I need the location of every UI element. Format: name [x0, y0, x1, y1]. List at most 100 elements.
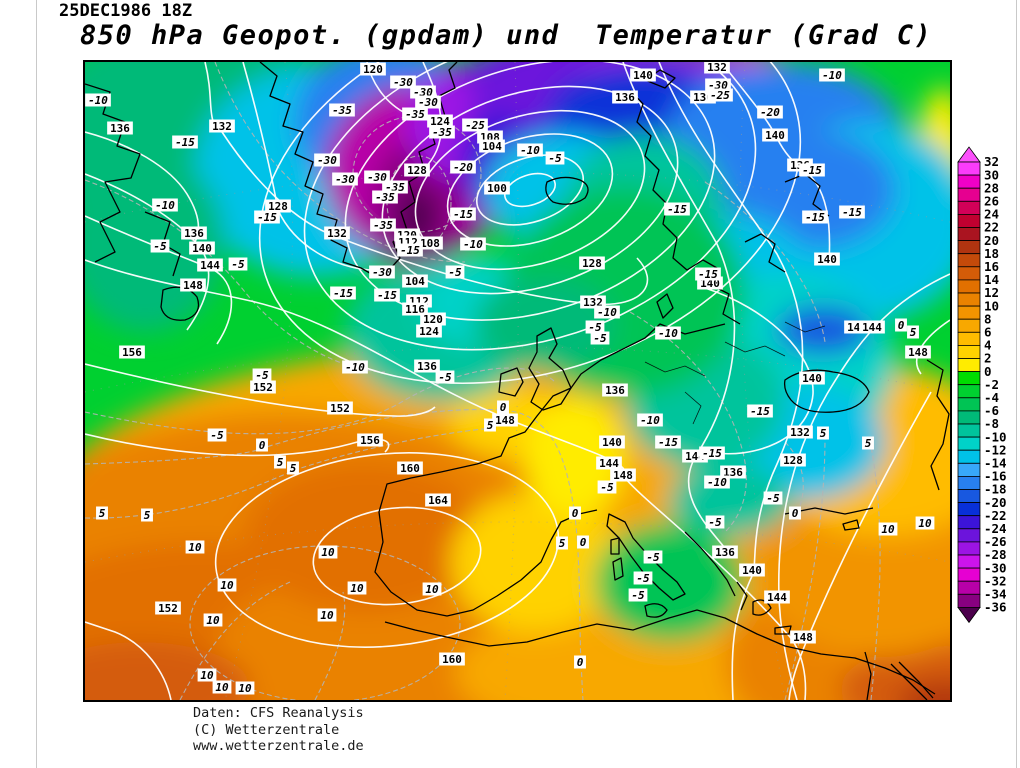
- geopotential-label: 128: [579, 256, 605, 270]
- svg-text:-15: -15: [805, 211, 825, 224]
- colorbar-tick-label: 6: [984, 325, 992, 340]
- svg-text:10: 10: [188, 541, 202, 554]
- temperature-label: -30: [332, 172, 358, 186]
- geopotential-label: 156: [119, 345, 145, 359]
- svg-text:-20: -20: [760, 106, 780, 119]
- temperature-label: 10: [235, 681, 255, 695]
- colorbar-band: [957, 423, 981, 438]
- svg-text:-10: -10: [658, 327, 678, 340]
- temperature-label: -15: [374, 288, 400, 302]
- temperature-label: -15: [330, 286, 356, 300]
- geopotential-label: 144: [197, 258, 223, 272]
- svg-text:-5: -5: [255, 369, 269, 382]
- svg-text:140: 140: [633, 69, 653, 82]
- svg-text:160: 160: [400, 462, 420, 475]
- temperature-label: -5: [150, 239, 170, 253]
- colorbar-tick-label: -20: [984, 495, 1007, 510]
- colorbar-tick-label: -14: [984, 456, 1007, 471]
- colorbar-tick-label: -12: [984, 442, 1007, 457]
- svg-text:128: 128: [268, 200, 288, 213]
- geopotential-label: 148: [610, 468, 636, 482]
- temperature-label: 0: [895, 318, 907, 332]
- geopotential-label: 148: [180, 278, 206, 292]
- svg-text:-30: -30: [418, 96, 438, 109]
- svg-text:-5: -5: [438, 371, 452, 384]
- svg-text:104: 104: [405, 275, 425, 288]
- temperature-label: -30: [390, 75, 416, 89]
- colorbar-band: [957, 200, 981, 215]
- svg-text:5: 5: [290, 462, 297, 475]
- temperature-label: 0: [577, 535, 589, 549]
- svg-text:128: 128: [783, 454, 803, 467]
- geopotential-label: 156: [357, 433, 383, 447]
- svg-text:148: 148: [183, 279, 203, 292]
- colorbar-band: [957, 331, 981, 346]
- temperature-label: -5: [628, 588, 648, 602]
- svg-text:-5: -5: [600, 481, 614, 494]
- geopotential-label: 136: [602, 383, 628, 397]
- temperature-label: -5: [445, 265, 465, 279]
- svg-text:132: 132: [327, 227, 347, 240]
- svg-text:-5: -5: [708, 516, 722, 529]
- temperature-label: -20: [450, 160, 476, 174]
- svg-text:10: 10: [425, 583, 439, 596]
- colorbar-tick-label: 30: [984, 167, 999, 182]
- svg-text:144: 144: [767, 591, 787, 604]
- geopotential-label: 132: [324, 226, 350, 240]
- colorbar-band: [957, 567, 981, 582]
- temperature-label: -15: [254, 210, 280, 224]
- svg-text:-25: -25: [465, 119, 485, 132]
- colorbar-band: [957, 449, 981, 464]
- temperature-label: -15: [799, 163, 825, 177]
- temperature-colorbar: 32302826242220181614121086420-2-4-6-8-10…: [957, 146, 1007, 624]
- temperature-label: -30: [415, 95, 441, 109]
- temperature-label: 0: [789, 506, 801, 520]
- svg-text:140: 140: [802, 372, 822, 385]
- temperature-label: 5: [907, 325, 919, 339]
- colorbar-band: [957, 358, 981, 373]
- temperature-label: -5: [705, 515, 725, 529]
- colorbar-tick-label: -36: [984, 600, 1007, 615]
- svg-text:-5: -5: [548, 152, 562, 165]
- colorbar-tick-label: 22: [984, 220, 999, 235]
- svg-text:-10: -10: [822, 69, 842, 82]
- colorbar-band: [957, 489, 981, 504]
- geopotential-label: 160: [397, 461, 423, 475]
- geopotential-label: 128: [404, 163, 430, 177]
- svg-text:-15: -15: [802, 164, 822, 177]
- geopotential-label: 136: [414, 359, 440, 373]
- svg-text:0: 0: [500, 401, 507, 414]
- svg-text:-5: -5: [631, 589, 645, 602]
- temperature-blob: [595, 522, 745, 642]
- svg-text:-15: -15: [702, 447, 722, 460]
- temperature-label: -25: [462, 118, 488, 132]
- svg-text:156: 156: [122, 346, 142, 359]
- svg-text:136: 136: [615, 91, 635, 104]
- temperature-label: -5: [597, 480, 617, 494]
- temperature-label: -10: [704, 475, 730, 489]
- svg-text:144: 144: [200, 259, 220, 272]
- attribution-copyright: (C) Wetterzentrale: [193, 721, 340, 738]
- geopotential-label: 108: [417, 236, 443, 250]
- svg-text:5: 5: [99, 507, 106, 520]
- svg-text:104: 104: [482, 140, 502, 153]
- temperature-label: 10: [212, 680, 232, 694]
- svg-text:5: 5: [559, 537, 566, 550]
- svg-text:0: 0: [792, 507, 799, 520]
- svg-text:10: 10: [200, 669, 214, 682]
- colorbar-tick-label: -2: [984, 377, 999, 392]
- svg-text:-35: -35: [373, 219, 393, 232]
- colorbar-tick-label: 0: [984, 364, 992, 379]
- temperature-label: -35: [429, 125, 455, 139]
- temperature-label: -5: [435, 370, 455, 384]
- temperature-blob: [897, 682, 950, 700]
- temperature-label: 5: [274, 455, 286, 469]
- svg-text:152: 152: [253, 381, 273, 394]
- geopotential-label: 160: [439, 652, 465, 666]
- temperature-label: -15: [450, 207, 476, 221]
- temperature-label: -5: [207, 428, 227, 442]
- geopotential-label: 124: [416, 324, 442, 338]
- temperature-label: 5: [817, 426, 829, 440]
- svg-text:-35: -35: [375, 191, 395, 204]
